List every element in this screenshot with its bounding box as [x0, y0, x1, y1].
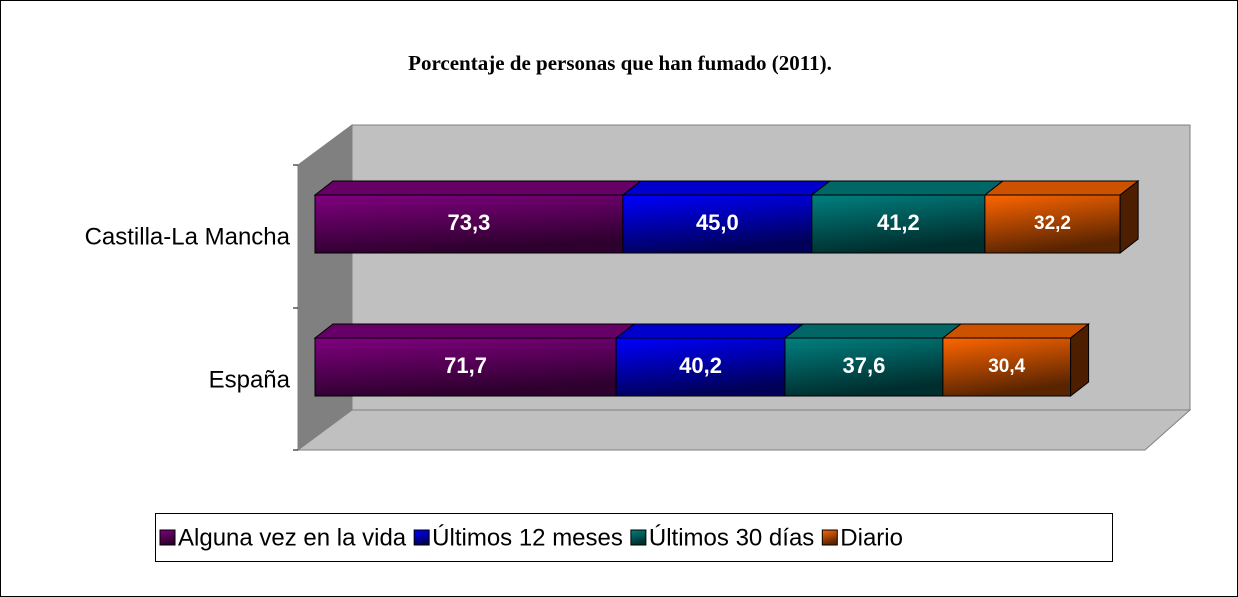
bar-side	[1070, 322, 1090, 398]
bar-top	[941, 323, 1091, 339]
chart-title: Porcentaje de personas que han fumado (2…	[408, 51, 832, 75]
bar	[622, 194, 813, 254]
bar-top	[614, 323, 805, 339]
legend-swatch	[630, 529, 647, 546]
legend-label: Últimos 30 días	[649, 524, 814, 551]
legend-swatch	[413, 529, 430, 546]
y-tick-label: España	[209, 366, 291, 393]
data-label: 32,2	[1034, 213, 1071, 234]
data-label: 73,3	[448, 210, 491, 235]
floor	[296, 409, 1192, 451]
data-label: 30,4	[988, 356, 1025, 377]
side-wall	[297, 124, 353, 451]
data-label: 40,2	[679, 353, 722, 378]
bar-top	[983, 180, 1140, 196]
legend-label: Últimos 12 meses	[432, 524, 623, 551]
bar-top	[783, 323, 963, 339]
data-label: 41,2	[877, 210, 920, 235]
legend-label: Alguna vez en la vida	[178, 524, 407, 551]
legend-swatch	[821, 529, 838, 546]
bar-top	[313, 323, 636, 339]
bar	[811, 194, 986, 254]
bar	[314, 194, 624, 254]
bar-top	[621, 180, 832, 196]
legend-swatch	[159, 529, 176, 546]
legend-label: Diario	[840, 524, 903, 551]
bar-top	[313, 180, 643, 196]
bar-top	[810, 180, 1005, 196]
data-label: 37,6	[843, 353, 886, 378]
bar	[984, 194, 1121, 254]
bar-side	[1119, 179, 1139, 255]
data-label: 45,0	[696, 210, 739, 235]
data-label: 71,7	[444, 353, 487, 378]
y-tick-label: Castilla-La Mancha	[85, 223, 291, 250]
bar	[615, 337, 786, 397]
bar	[784, 337, 944, 397]
bar	[942, 337, 1072, 397]
